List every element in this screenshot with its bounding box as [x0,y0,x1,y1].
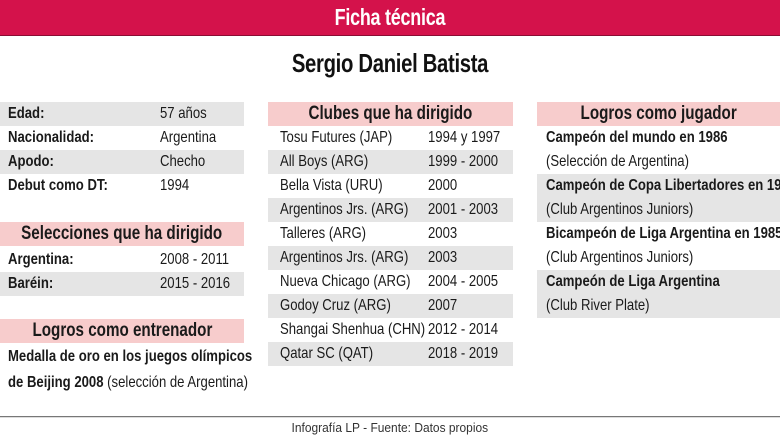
club-row: Godoy Cruz (ARG) 2007 [268,294,513,318]
achievement-detail: (Club Argentinos Juniors) [546,201,694,218]
clubs-title: Clubes que ha dirigido [308,103,473,124]
club-name: Nueva Chicago (ARG) [280,273,411,290]
club-years: 1994 y 1997 [428,129,501,146]
club-years: 2004 - 2005 [428,273,499,290]
club-years: 1999 - 2000 [428,153,499,170]
achievement-detail: (Club Argentinos Juniors) [546,249,694,266]
achievement-title: Campeón del mundo en 1986 [546,129,728,146]
club-name: Qatar SC (QAT) [280,345,374,362]
club-row: Qatar SC (QAT) 2018 - 2019 [268,342,513,366]
clubs-column: Clubes que ha dirigido Tosu Futures (JAP… [268,102,513,366]
profile-label: Apodo: [8,153,54,170]
national-team-name: Baréin: [8,275,54,292]
coach-achievements-header: Logros como entrenador [0,319,244,343]
profile-value: Argentina [160,129,217,146]
profile-row-age: Edad: 57 años [0,102,244,126]
coach-achievement-text: Medalla de oro en los juegos olímpicos d… [0,344,252,396]
profile-value: Checho [160,153,206,170]
coach-achievements-title: Logros como entrenador [32,320,212,341]
club-name: Talleres (ARG) [280,225,367,242]
profile-row-nationality: Nacionalidad: Argentina [0,126,244,150]
left-column: Edad: 57 años Nacionalidad: Argentina Ap… [0,102,252,396]
club-years: 2001 - 2003 [428,201,499,218]
player-achievement: Campeón de Liga Argentina (Club River Pl… [537,270,780,318]
national-teams-section: Selecciones que ha dirigido Argentina: 2… [0,222,244,296]
club-name: Godoy Cruz (ARG) [280,297,391,314]
coach-achievement-team: (selección de Argentina) [103,374,248,391]
player-achievement: Bicampeón de Liga Argentina en 1985 (Clu… [537,222,780,270]
club-name: All Boys (ARG) [280,153,369,170]
club-row: Bella Vista (URU) 2000 [268,174,513,198]
achievement-title: Campeón de Liga Argentina [546,273,720,290]
player-achievement: Campeón de Copa Libertadores en 1985 (Cl… [537,174,780,222]
player-achievement: Campeón del mundo en 1986 (Selección de … [537,126,780,174]
header-title: Ficha técnica [334,4,446,30]
national-teams-header: Selecciones que ha dirigido [0,222,244,246]
national-team-years: 2015 - 2016 [160,275,231,292]
coach-achievement-line-1: Medalla de oro en los juegos olímpicos [8,348,253,365]
header-bar: Ficha técnica [0,0,780,36]
footer-credit-text: Infografía LP - Fuente: Datos propios [291,420,489,435]
club-years: 2000 [428,177,458,194]
national-teams-title: Selecciones que ha dirigido [21,223,223,244]
club-row: All Boys (ARG) 1999 - 2000 [268,150,513,174]
club-name: Bella Vista (URU) [280,177,383,194]
club-row: Argentinos Jrs. (ARG) 2003 [268,246,513,270]
footer-credit: Infografía LP - Fuente: Datos propios [0,420,780,435]
club-row: Talleres (ARG) 2003 [268,222,513,246]
club-row: Nueva Chicago (ARG) 2004 - 2005 [268,270,513,294]
club-row: Argentinos Jrs. (ARG) 2001 - 2003 [268,198,513,222]
national-team-row: Baréin: 2015 - 2016 [0,272,244,296]
profile-table: Edad: 57 años Nacionalidad: Argentina Ap… [0,102,244,198]
player-achievements-title: Logros como jugador [580,103,737,124]
player-achievements-column: Logros como jugador Campeón del mundo en… [537,102,780,318]
footer-divider [0,416,780,418]
club-years: 2003 [428,225,458,242]
club-years: 2007 [428,297,458,314]
club-years: 2018 - 2019 [428,345,499,362]
clubs-header: Clubes que ha dirigido [268,102,513,126]
club-row: Tosu Futures (JAP) 1994 y 1997 [268,126,513,150]
profile-value: 57 años [160,105,207,122]
club-years: 2012 - 2014 [428,321,499,338]
coach-achievement-event: de Beijing 2008 [8,374,104,391]
club-row: Shangai Shenhua (CHN) 2012 - 2014 [268,318,513,342]
player-achievements-header: Logros como jugador [537,102,780,126]
profile-label: Debut como DT: [8,177,108,194]
national-team-row: Argentina: 2008 - 2011 [0,248,244,272]
profile-row-nickname: Apodo: Checho [0,150,244,174]
club-name: Shangai Shenhua (CHN) [280,321,426,338]
national-team-years: 2008 - 2011 [160,251,230,268]
achievement-detail: (Selección de Argentina) [546,153,689,170]
club-name: Tosu Futures (JAP) [280,129,393,146]
profile-label: Edad: [8,105,45,122]
club-name: Argentinos Jrs. (ARG) [280,201,409,218]
achievement-title: Bicampeón de Liga Argentina en 1985 [546,225,780,242]
coach-achievements-section: Logros como entrenador Medalla de oro en… [0,319,252,396]
achievement-title: Campeón de Copa Libertadores en 1985 [546,177,780,194]
national-team-name: Argentina: [8,251,74,268]
club-name: Argentinos Jrs. (ARG) [280,249,409,266]
profile-row-debut: Debut como DT: 1994 [0,174,244,198]
club-years: 2003 [428,249,458,266]
profile-label: Nacionalidad: [8,129,95,146]
profile-value: 1994 [160,177,190,194]
person-name: Sergio Daniel Batista [291,48,489,78]
achievement-detail: (Club River Plate) [546,297,650,314]
